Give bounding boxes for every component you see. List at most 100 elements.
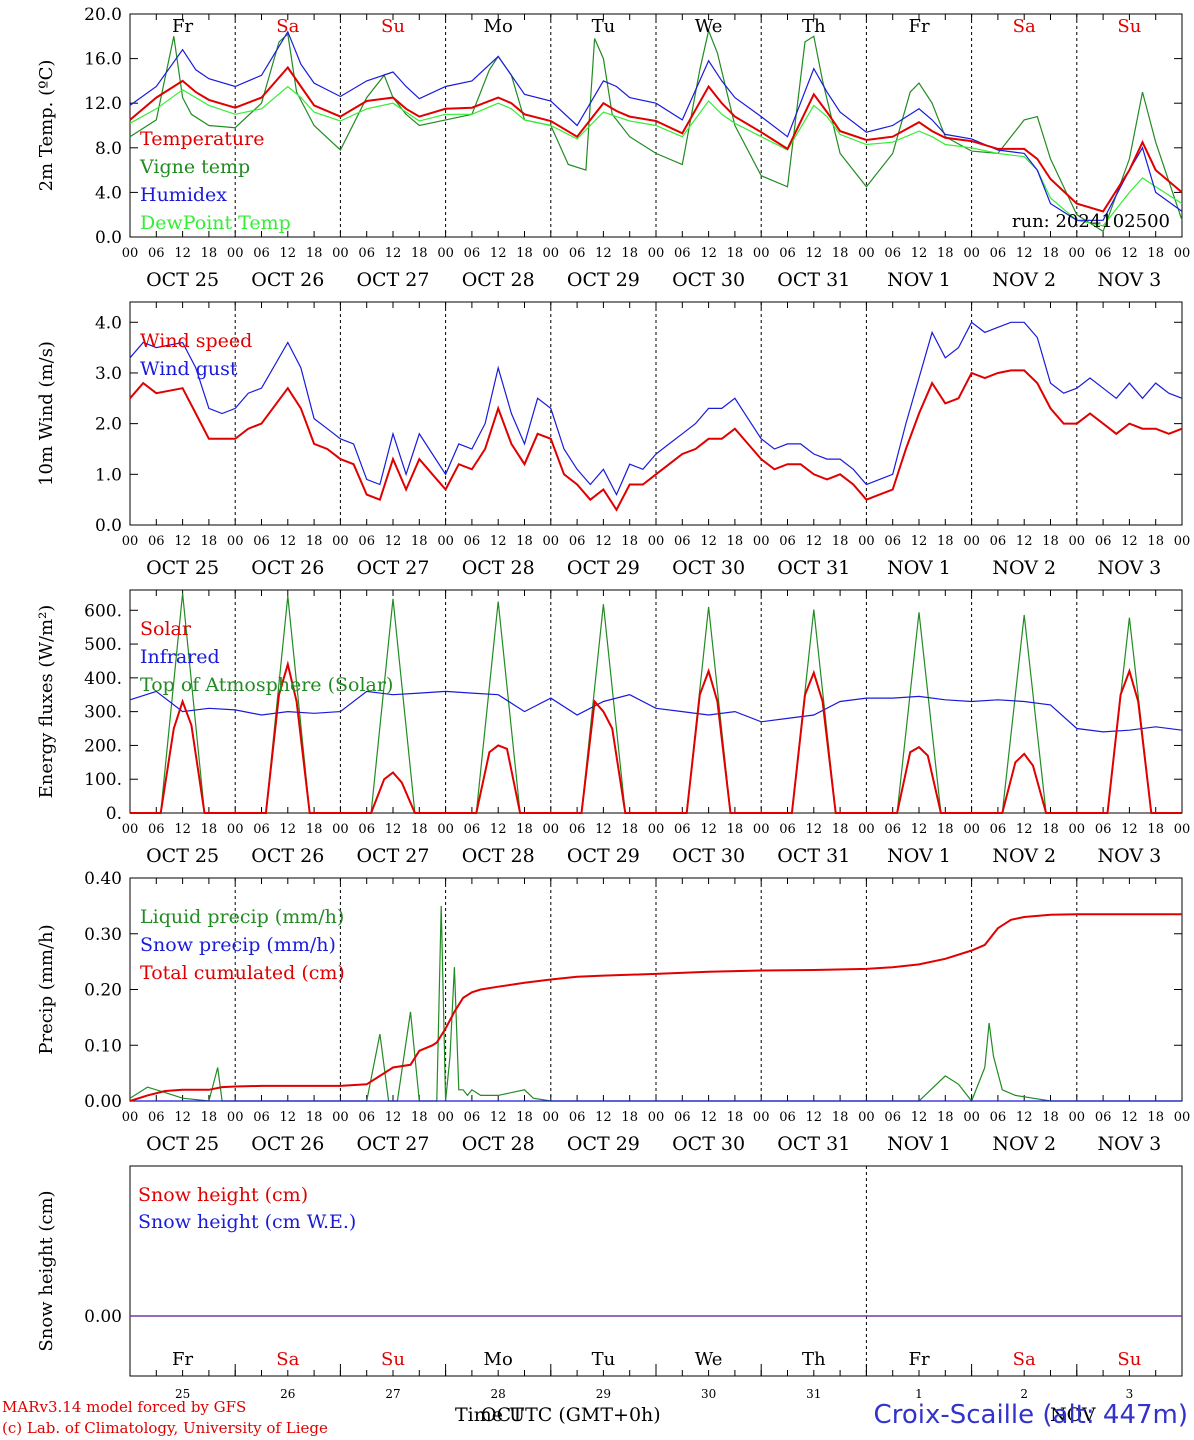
x-tick-label: 18	[937, 822, 954, 837]
day-label: OCT 29	[567, 1133, 640, 1155]
y-tick-label: 4.0	[95, 313, 122, 333]
panel-5: Fr Sa Su Mo Tu We Th Fr Sa Su 25 26 27 28 29 30 31 1 2 3 0.0…	[36, 1165, 1183, 1401]
y-tick-label: 500.	[84, 635, 122, 655]
y-tick-label: 200.	[84, 736, 122, 756]
panel-3: 00 06 12 18 00 06 12 18 00 06 12 18 00 06 12 18 00 06 12 18…	[36, 589, 1190, 867]
x-tick-label: 18	[621, 246, 638, 261]
weekday-label: Th	[802, 16, 826, 37]
x-tick-label: 00	[543, 822, 560, 837]
day-number: 30	[701, 1387, 716, 1401]
x-axis-label: Time UTC (GMT+0h)	[455, 1404, 661, 1426]
day-label: NOV 3	[1098, 1133, 1162, 1155]
x-tick-label: 00	[648, 534, 665, 549]
x-tick-label: 18	[1147, 534, 1164, 549]
x-tick-label: 00	[963, 534, 980, 549]
day-label: OCT 25	[146, 557, 219, 579]
x-tick-label: 18	[1147, 246, 1164, 261]
x-tick-label: 12	[490, 246, 507, 261]
day-number: 28	[491, 1387, 506, 1401]
x-tick-label: 06	[1095, 1110, 1112, 1125]
x-tick-label: 12	[385, 1110, 402, 1125]
x-tick-label: 12	[490, 822, 507, 837]
x-tick-label: 12	[174, 534, 191, 549]
x-tick-label: 12	[280, 1110, 297, 1125]
x-tick-label: 12	[174, 246, 191, 261]
x-tick-label: 06	[884, 246, 901, 261]
x-tick-label: 06	[358, 822, 375, 837]
day-label: OCT 31	[777, 269, 850, 291]
y-tick-label: 16.0	[84, 50, 122, 70]
x-tick-label: 06	[464, 822, 481, 837]
series-line-vigne-temp	[129, 28, 1183, 233]
x-tick-label: 12	[490, 1110, 507, 1125]
x-tick-label: 06	[884, 822, 901, 837]
day-label: NOV 3	[1098, 269, 1162, 291]
x-tick-label: 18	[516, 246, 533, 261]
x-tick-label: 18	[306, 1110, 323, 1125]
x-tick-label: 18	[201, 1110, 218, 1125]
x-tick-label: 00	[1174, 534, 1191, 549]
x-tick-label: 12	[911, 246, 928, 261]
day-label: OCT 25	[146, 845, 219, 867]
x-tick-label: 06	[464, 534, 481, 549]
weekday-label: Tu	[592, 1349, 616, 1370]
x-tick-label: 18	[937, 534, 954, 549]
series-line-solar	[130, 660, 1182, 814]
x-tick-label: 12	[1121, 534, 1138, 549]
legend-entry: Total cumulated (cm)	[140, 962, 345, 984]
y-axis-label: 10m Wind (m/s)	[36, 341, 57, 486]
day-number: 29	[596, 1387, 611, 1401]
weekday-label: Sa	[276, 1349, 299, 1370]
legend-entry: Temperature	[140, 128, 264, 150]
x-tick-label: 00	[543, 534, 560, 549]
x-tick-label: 06	[358, 534, 375, 549]
copyright-credit: (c) Lab. of Climatology, University of L…	[2, 1419, 328, 1437]
x-tick-label: 00	[122, 1110, 139, 1125]
y-tick-label: 3.0	[95, 364, 122, 384]
day-label: OCT 29	[567, 269, 640, 291]
x-tick-label: 00	[122, 822, 139, 837]
x-tick-label: 18	[306, 534, 323, 549]
x-tick-label: 06	[779, 822, 796, 837]
x-tick-label: 00	[227, 534, 244, 549]
day-label: OCT 26	[251, 269, 324, 291]
x-tick-label: 12	[174, 822, 191, 837]
day-label: NOV 1	[887, 1133, 951, 1155]
model-credit: MARv3.14 model forced by GFS	[2, 1398, 247, 1416]
x-tick-label: 06	[674, 534, 691, 549]
day-label: OCT 31	[777, 845, 850, 867]
legend-entry: Humidex	[140, 184, 227, 206]
x-tick-label: 12	[700, 534, 717, 549]
day-label: NOV 3	[1098, 557, 1162, 579]
day-number: 1	[915, 1387, 923, 1401]
x-tick-label: 00	[122, 534, 139, 549]
x-tick-label: 12	[911, 1110, 928, 1125]
x-tick-label: 00	[437, 534, 454, 549]
x-tick-label: 18	[1147, 1110, 1164, 1125]
weekday-label: Su	[381, 16, 405, 37]
x-tick-label: 00	[858, 534, 875, 549]
x-tick-label: 18	[1042, 246, 1059, 261]
x-tick-label: 12	[806, 1110, 823, 1125]
x-tick-label: 00	[227, 822, 244, 837]
x-tick-label: 18	[516, 534, 533, 549]
x-tick-label: 00	[332, 246, 349, 261]
weekday-label: Fr	[172, 1349, 193, 1370]
day-label: OCT 30	[672, 557, 745, 579]
x-tick-label: 00	[437, 1110, 454, 1125]
x-tick-label: 18	[516, 1110, 533, 1125]
day-label: OCT 30	[672, 845, 745, 867]
x-tick-label: 18	[411, 1110, 428, 1125]
x-tick-label: 18	[1147, 822, 1164, 837]
y-tick-label: 300.	[84, 703, 122, 723]
x-tick-label: 06	[884, 534, 901, 549]
day-label: OCT 30	[672, 269, 745, 291]
weekday-label: Sa	[276, 16, 299, 37]
day-label: OCT 26	[251, 557, 324, 579]
x-tick-label: 12	[1121, 246, 1138, 261]
x-tick-label: 18	[727, 534, 744, 549]
series-line-temperature	[129, 65, 1183, 213]
legend-entry: Snow height (cm)	[138, 1184, 308, 1206]
day-label: OCT 28	[462, 269, 535, 291]
y-tick-label: 0.0	[95, 228, 122, 248]
